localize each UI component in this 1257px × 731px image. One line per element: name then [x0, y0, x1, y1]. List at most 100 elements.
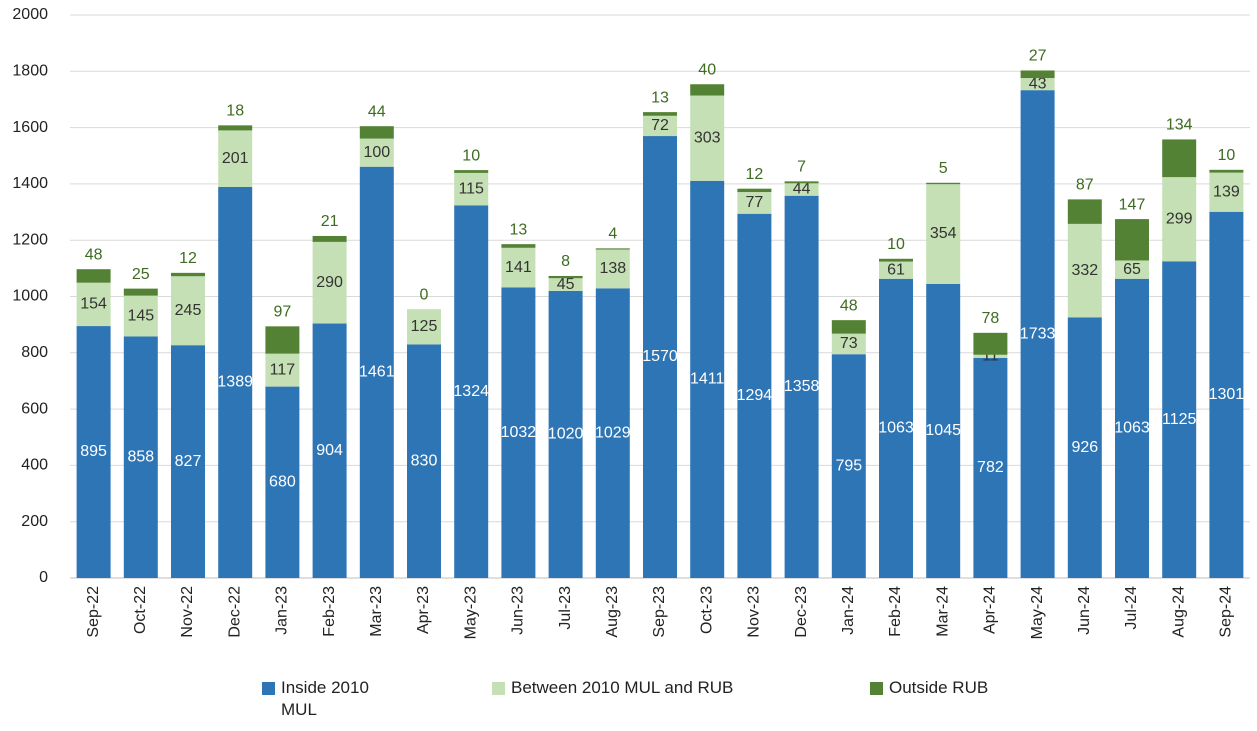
- data-label: 12: [746, 166, 764, 183]
- legend-swatch: [492, 682, 505, 695]
- data-label: 895: [80, 443, 107, 460]
- data-label: 134: [1166, 117, 1193, 134]
- bar-segment: [265, 353, 300, 387]
- bar-segment: [501, 247, 536, 288]
- legend-swatch: [870, 682, 883, 695]
- bar-segment: [737, 192, 772, 214]
- y-tick-label: 400: [21, 457, 48, 474]
- x-tick-label: Dec-23: [793, 586, 810, 638]
- bar-segment: [831, 320, 866, 334]
- x-tick-label: Jul-24: [1123, 586, 1140, 630]
- bar-segment: [879, 261, 913, 279]
- bar-segment: [76, 282, 111, 327]
- x-tick-label: Sep-23: [651, 586, 668, 638]
- data-label: 830: [411, 452, 438, 469]
- y-tick-label: 2000: [12, 6, 48, 23]
- data-label: 1324: [453, 383, 489, 400]
- bar-segment: [312, 323, 347, 578]
- y-tick-label: 1200: [12, 231, 48, 248]
- bar-segment: [1020, 70, 1055, 79]
- data-label: 1389: [217, 374, 253, 391]
- x-tick-label: Nov-22: [179, 586, 196, 638]
- bar-segment: [643, 136, 677, 579]
- y-tick-label: 1400: [12, 175, 48, 192]
- bar-segment: [359, 138, 394, 167]
- data-label: 18: [226, 103, 244, 120]
- data-label: 43: [1029, 75, 1047, 92]
- data-label: 680: [269, 474, 296, 491]
- x-tick-label: Apr-23: [415, 586, 432, 634]
- bar-segment: [123, 336, 158, 578]
- data-label: 1733: [1020, 325, 1056, 342]
- bar-segment: [737, 213, 772, 578]
- data-label: 125: [411, 318, 438, 335]
- legend-label: Outside RUB: [889, 678, 989, 697]
- bar-segment: [737, 188, 772, 193]
- data-label: 1358: [784, 378, 820, 395]
- bar-segment: [595, 249, 630, 289]
- bar-segment: [1162, 139, 1197, 178]
- data-label: 147: [1119, 196, 1146, 213]
- data-label: 4: [608, 226, 617, 243]
- y-tick-label: 1800: [12, 63, 48, 80]
- x-tick-label: Apr-24: [982, 586, 999, 634]
- data-label: 100: [363, 144, 390, 161]
- bar-segment: [784, 195, 819, 578]
- bar-segment: [973, 357, 1008, 578]
- x-tick-label: Feb-23: [321, 586, 338, 637]
- bar-segment: [643, 115, 677, 137]
- data-label: 27: [1029, 48, 1047, 65]
- bar-segment: [1067, 199, 1102, 224]
- x-tick-label: Dec-22: [226, 586, 243, 638]
- x-tick-label: Oct-22: [132, 586, 149, 634]
- y-tick-label: 0: [39, 569, 48, 586]
- x-tick-label: Sep-24: [1218, 586, 1235, 638]
- data-label: 5: [939, 160, 948, 177]
- y-tick-label: 600: [21, 400, 48, 417]
- data-label: 926: [1071, 439, 1098, 456]
- x-tick-label: Jun-23: [510, 586, 527, 635]
- data-label: 77: [746, 194, 764, 211]
- data-label: 40: [698, 61, 716, 78]
- x-tick-label: Feb-24: [887, 586, 904, 637]
- data-label: 65: [1123, 261, 1141, 278]
- bar-segment: [1162, 177, 1197, 262]
- data-label: 1045: [925, 422, 961, 439]
- x-tick-label: Nov-23: [746, 586, 763, 638]
- bar-segment: [123, 288, 158, 296]
- data-label: 8: [561, 253, 570, 270]
- data-label: 795: [835, 457, 862, 474]
- chart: 0200400600800100012001400160018002000Sep…: [12, 6, 1250, 639]
- data-label: 13: [651, 89, 669, 106]
- data-label: 1029: [595, 424, 631, 441]
- data-label: 1570: [642, 348, 678, 365]
- bar-segment: [265, 326, 300, 354]
- data-label: 87: [1076, 177, 1094, 194]
- bar-segment: [831, 333, 866, 355]
- data-label: 154: [80, 296, 107, 313]
- x-tick-label: Jan-23: [274, 586, 291, 635]
- bar-segment: [879, 278, 913, 578]
- data-label: 115: [458, 180, 484, 197]
- bar-segment: [1115, 260, 1149, 279]
- data-label: 141: [505, 259, 532, 276]
- data-label: 245: [175, 302, 202, 319]
- data-label: 13: [510, 221, 528, 238]
- data-label: 1032: [501, 424, 537, 441]
- data-label: 48: [840, 297, 858, 314]
- data-label: 290: [316, 274, 343, 291]
- data-label: 201: [222, 150, 249, 167]
- data-label: 858: [127, 448, 154, 465]
- x-tick-label: May-23: [462, 586, 479, 639]
- data-label: 1063: [878, 420, 914, 437]
- bar-segment: [926, 184, 961, 284]
- x-tick-label: Jun-24: [1076, 586, 1093, 635]
- data-label: 139: [1213, 183, 1240, 200]
- data-label: 25: [132, 266, 150, 283]
- data-label: 45: [557, 276, 575, 293]
- bar-segment: [1115, 278, 1149, 578]
- bar-segment: [643, 112, 677, 116]
- data-label: 1063: [1114, 420, 1150, 437]
- data-label: 97: [274, 304, 292, 321]
